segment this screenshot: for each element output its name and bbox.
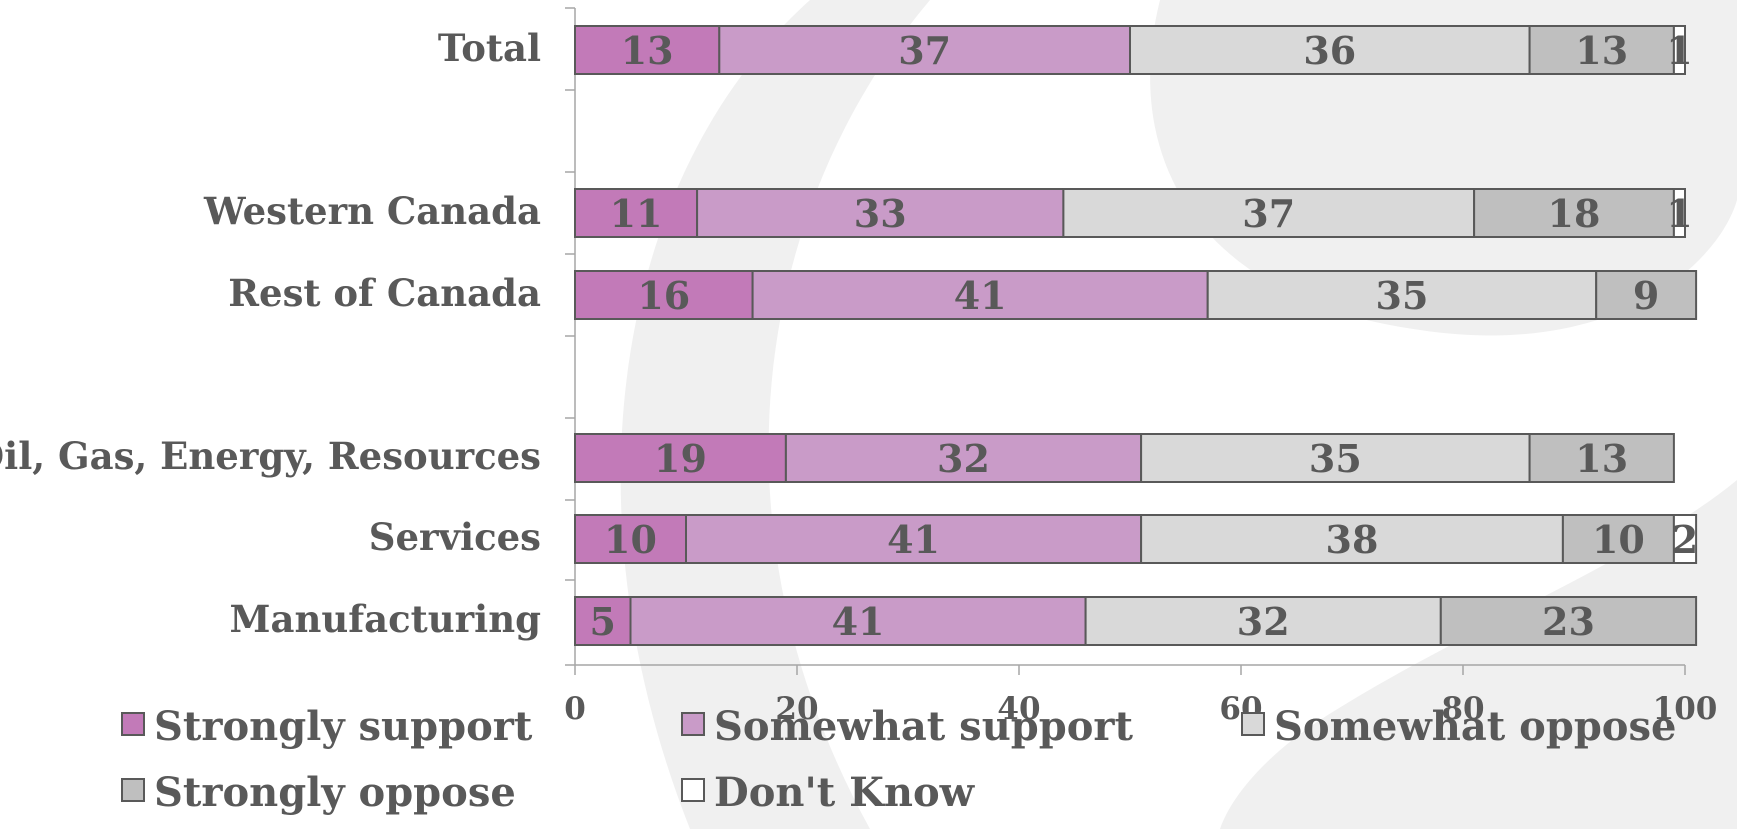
- legend-swatch-somewhat-oppose: [1241, 712, 1265, 736]
- data-label-strongly-oppose-manufacturing: 23: [1542, 599, 1595, 644]
- bar-don-t-know-services: [1672, 514, 1698, 564]
- legend-label-somewhat-support: Somewhat support: [714, 703, 1133, 750]
- bar-strongly-oppose-services: [1561, 514, 1675, 564]
- category-label-rest-of-canada: Rest of Canada: [228, 271, 541, 315]
- x-tick-label-80: 80: [1441, 691, 1484, 727]
- bar-somewhat-oppose-total: [1129, 25, 1531, 75]
- data-label-strongly-support-total: 13: [621, 28, 674, 73]
- bar-strongly-oppose-oil-gas-energy-resources: [1528, 433, 1675, 483]
- data-label-strongly-oppose-oil-gas-energy-resources: 13: [1575, 436, 1628, 481]
- data-label-don-t-know-services: 2: [1672, 517, 1698, 562]
- bar-strongly-support-services: [574, 514, 687, 564]
- bar-somewhat-support-rest-of-canada: [751, 270, 1209, 320]
- data-label-strongly-support-services: 10: [604, 517, 657, 562]
- legend-swatch-strongly-oppose: [121, 778, 145, 802]
- legend-label-strongly-support: Strongly support: [154, 703, 533, 750]
- legend-swatch-don-t-know: [681, 778, 705, 802]
- data-label-somewhat-support-services: 41: [887, 517, 940, 562]
- legend: Strongly support Somewhat support Somewhat…: [121, 703, 1676, 816]
- bar-don-t-know-western-canada: [1672, 188, 1687, 238]
- bar-somewhat-oppose-manufacturing: [1084, 596, 1442, 646]
- x-tick-label-0: 0: [564, 691, 586, 727]
- bar-strongly-oppose-manufacturing: [1439, 596, 1698, 646]
- data-label-strongly-support-western-canada: 11: [610, 191, 663, 236]
- data-label-somewhat-support-total: 37: [898, 28, 951, 73]
- data-label-strongly-support-oil-gas-energy-resources: 19: [654, 436, 707, 481]
- legend-label-don-t-know: Don't Know: [714, 769, 976, 816]
- category-label-services: Services: [369, 515, 541, 559]
- category-label-western-canada: Western Canada: [203, 189, 541, 233]
- x-tick-label-40: 40: [997, 691, 1040, 727]
- data-label-somewhat-oppose-rest-of-canada: 35: [1376, 273, 1429, 318]
- bar-somewhat-oppose-services: [1140, 514, 1564, 564]
- bar-somewhat-support-oil-gas-energy-resources: [784, 433, 1143, 483]
- category-label-oil-gas-energy-resources: Oil, Gas, Energy, Resources: [0, 434, 541, 478]
- data-label-somewhat-oppose-services: 38: [1326, 517, 1379, 562]
- category-label-manufacturing: Manufacturing: [230, 597, 541, 641]
- data-label-don-t-know-western-canada: 1: [1666, 191, 1692, 236]
- bar-strongly-support-rest-of-canada: [574, 270, 754, 320]
- legend-label-somewhat-oppose: Somewhat oppose: [1274, 703, 1676, 750]
- data-label-strongly-oppose-total: 13: [1575, 28, 1628, 73]
- bar-somewhat-support-manufacturing: [629, 596, 1087, 646]
- data-label-strongly-oppose-services: 10: [1592, 517, 1645, 562]
- data-label-somewhat-oppose-total: 36: [1303, 28, 1356, 73]
- data-label-somewhat-support-oil-gas-energy-resources: 32: [937, 436, 990, 481]
- data-label-don-t-know-total: 1: [1666, 28, 1692, 73]
- bar-somewhat-support-total: [718, 25, 1131, 75]
- bar-strongly-oppose-western-canada: [1473, 188, 1675, 238]
- data-label-strongly-oppose-western-canada: 18: [1548, 191, 1601, 236]
- legend-label-strongly-oppose: Strongly oppose: [154, 769, 516, 816]
- legend-swatch-somewhat-support: [681, 712, 705, 736]
- data-label-somewhat-oppose-oil-gas-energy-resources: 35: [1309, 436, 1362, 481]
- data-label-somewhat-oppose-manufacturing: 32: [1237, 599, 1290, 644]
- x-tick-label-20: 20: [775, 691, 818, 727]
- legend-swatch-strongly-support: [121, 712, 145, 736]
- bar-strongly-support-total: [574, 25, 721, 75]
- data-label-strongly-oppose-rest-of-canada: 9: [1633, 273, 1659, 318]
- bar-somewhat-oppose-rest-of-canada: [1206, 270, 1598, 320]
- data-label-somewhat-support-manufacturing: 41: [832, 599, 885, 644]
- bar-strongly-oppose-total: [1528, 25, 1675, 75]
- data-label-strongly-support-rest-of-canada: 16: [637, 273, 690, 318]
- data-label-somewhat-support-western-canada: 33: [854, 191, 907, 236]
- category-labels: Total Western Canada Rest of Canada Oil, Ga…: [0, 26, 541, 641]
- bar-strongly-oppose-rest-of-canada: [1595, 270, 1698, 320]
- data-label-somewhat-oppose-western-canada: 37: [1242, 191, 1295, 236]
- bar-somewhat-oppose-oil-gas-energy-resources: [1140, 433, 1531, 483]
- bar-don-t-know-total: [1672, 25, 1687, 75]
- bar-somewhat-support-western-canada: [696, 188, 1065, 238]
- data-label-strongly-support-manufacturing: 5: [590, 599, 616, 644]
- category-label-total: Total: [438, 26, 541, 70]
- x-tick-label-100: 100: [1653, 691, 1718, 727]
- data-label-somewhat-support-rest-of-canada: 41: [954, 273, 1007, 318]
